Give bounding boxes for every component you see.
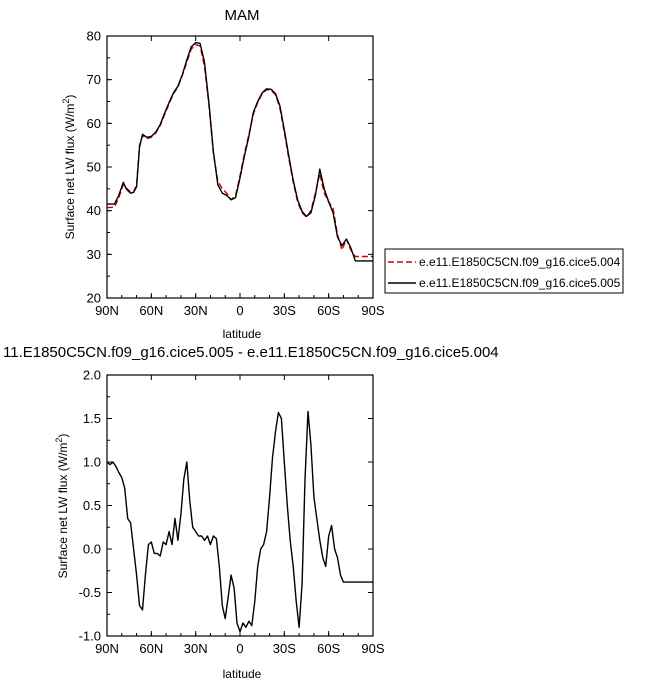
top-x-axis-title: latitude — [223, 327, 262, 341]
bottom-x-tick-label: 30N — [184, 641, 208, 656]
top-series-line-0 — [106, 44, 373, 258]
bottom-x-tick-label: 90N — [95, 641, 119, 656]
bottom-x-tick-label: 0 — [236, 641, 243, 656]
legend-label-004: e.e11.E1850C5CN.f09_g16.cice5.004 — [419, 255, 621, 269]
top-x-tick-label: 60S — [317, 303, 340, 318]
top-x-tick-label: 30N — [184, 303, 208, 318]
legend: e.e11.E1850C5CN.f09_g16.cice5.004 e.e11.… — [384, 248, 624, 294]
top-plot-area: 20 30 40 50 60 70 80 90N 60N 30N 0 30S 60S 90S — [87, 29, 385, 319]
bottom-x-tick-label: 30S — [273, 641, 296, 656]
bottom-y-tick-label: 1.5 — [83, 411, 101, 426]
bottom-y-tick-label: -0.5 — [79, 585, 101, 600]
top-y-tick-label: 70 — [87, 72, 101, 87]
bottom-y-tick-label: 1.0 — [83, 455, 101, 470]
bottom-y-tick-label: -1.0 — [79, 629, 101, 644]
top-y-tick-label: 20 — [87, 291, 101, 306]
bottom-chart-title: 11.E1850C5CN.f09_g16.cice5.005 - e.e11.E… — [3, 344, 499, 361]
bottom-plot-frame — [106, 374, 374, 637]
top-x-tick-label: 90N — [95, 303, 119, 318]
top-y-tick-label: 40 — [87, 203, 101, 218]
bottom-y-tick-label: 0.0 — [83, 542, 101, 557]
top-x-tick-label: 60N — [139, 303, 163, 318]
bottom-chart: 11.E1850C5CN.f09_g16.cice5.005 - e.e11.E… — [3, 344, 499, 681]
top-y-axis-title: Surface net LW flux (W/m2) — [61, 95, 77, 240]
bottom-y-tick-label: 0.5 — [83, 498, 101, 513]
bottom-x-tick-label: 90S — [361, 641, 384, 656]
top-chart-title: MAM — [225, 7, 260, 24]
top-chart: MAM 20 30 40 50 60 70 80 90N 60N 30N 0 30S 60S 90S la… — [61, 7, 624, 341]
bottom-x-axis-title: latitude — [223, 667, 262, 681]
bottom-y-tick-label: 2.0 — [83, 368, 101, 383]
bottom-plot-area: -1.0 -0.5 0.0 0.5 1.0 1.5 2.0 90N 60N 30N 0 30S 60S 9… — [79, 368, 385, 657]
legend-label-005: e.e11.E1850C5CN.f09_g16.cice5.005 — [419, 276, 621, 290]
bottom-x-tick-label: 60N — [139, 641, 163, 656]
top-y-tick-label: 60 — [87, 116, 101, 131]
bottom-series-line-0 — [106, 410, 373, 633]
bottom-x-tick-label: 60S — [317, 641, 340, 656]
top-plot-frame — [106, 35, 374, 299]
top-y-tick-label: 30 — [87, 247, 101, 262]
top-y-tick-label: 80 — [87, 29, 101, 44]
top-series-line-1 — [107, 41, 373, 262]
legend-box — [384, 248, 624, 294]
top-x-tick-label: 30S — [273, 303, 296, 318]
top-y-tick-label: 50 — [87, 160, 101, 175]
top-x-tick-label: 0 — [236, 303, 243, 318]
top-x-tick-label: 90S — [361, 303, 384, 318]
bottom-y-axis-title: Surface net LW flux (W/m2) — [54, 434, 70, 579]
